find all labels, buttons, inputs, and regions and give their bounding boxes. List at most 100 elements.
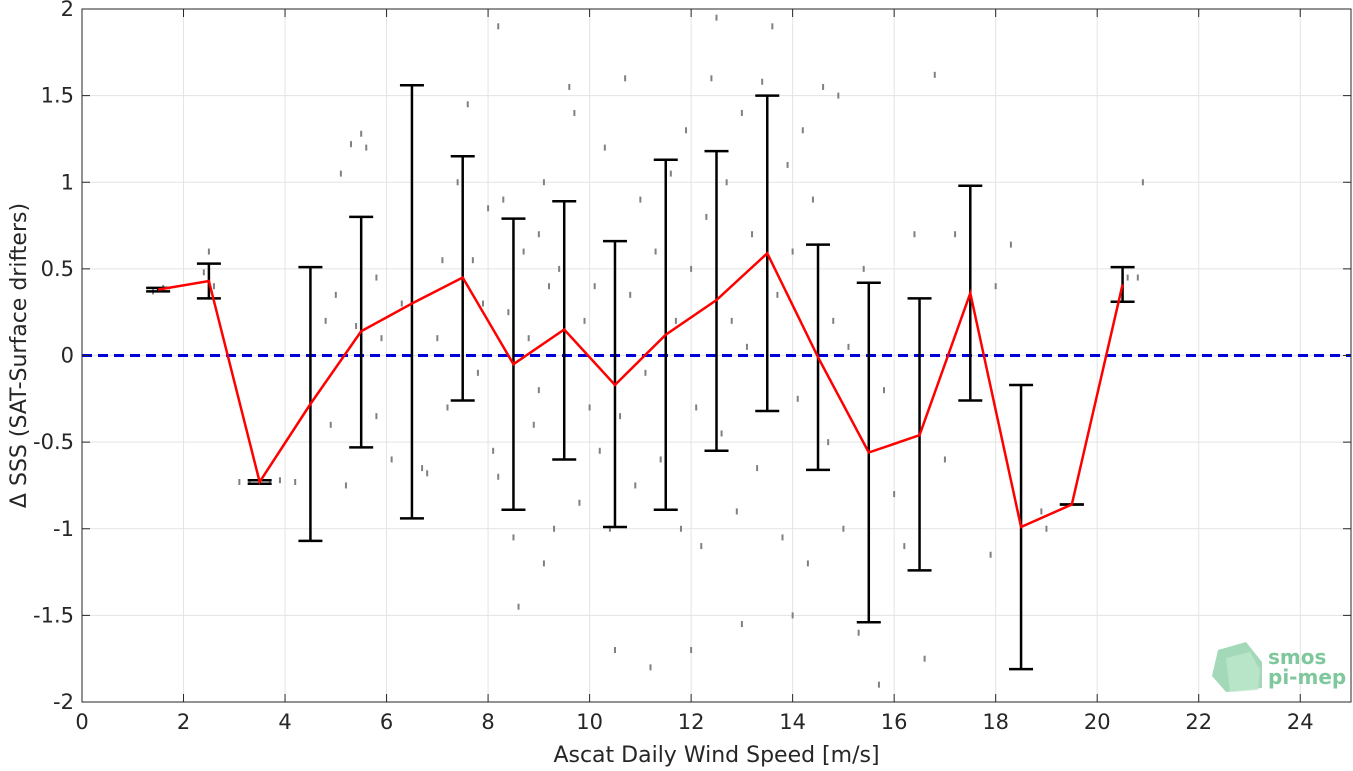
scatter-point	[603, 144, 606, 151]
scatter-point	[725, 179, 728, 186]
scatter-point	[492, 447, 495, 454]
logo-text-line2: pi-mep	[1268, 665, 1346, 689]
scatter-point	[375, 413, 378, 420]
scatter-point	[613, 647, 616, 654]
scatter-point	[517, 603, 520, 610]
scatter-point	[893, 491, 896, 498]
scatter-point	[796, 395, 799, 402]
scatter-point	[390, 456, 393, 463]
y-tick-label: 0	[61, 344, 74, 368]
scatter-point	[527, 335, 530, 342]
scatter-point	[923, 655, 926, 662]
scatter-point	[954, 231, 957, 238]
scatter-point	[598, 447, 601, 454]
scatter-point	[649, 664, 652, 671]
scatter-point	[740, 621, 743, 628]
x-tick-label: 4	[278, 710, 291, 734]
y-tick-label: 1.5	[41, 84, 74, 108]
scatter-point	[537, 387, 540, 394]
scatter-point	[674, 317, 677, 324]
scatter-point	[740, 109, 743, 116]
scatter-point	[1141, 179, 1144, 186]
y-axis-ticks: -2 -1.5 -1 -0.5 0 0.5 1 1.5 2	[33, 0, 1351, 714]
scatter-point	[375, 274, 378, 281]
scatter-point	[507, 309, 510, 316]
logo-text-line1: smos	[1268, 645, 1326, 669]
scatter-point	[436, 335, 439, 342]
scatter-point	[497, 473, 500, 480]
scatter-point	[781, 534, 784, 541]
scatter-point	[268, 478, 271, 485]
scatter-point	[487, 205, 490, 212]
scatter-point	[832, 317, 835, 324]
y-tick-label: -2	[53, 690, 74, 714]
scatter-point	[735, 508, 738, 515]
scatter-point	[933, 71, 936, 78]
scatter-point	[344, 482, 347, 489]
scatter-point	[278, 477, 281, 484]
x-tick-label: 20	[1084, 710, 1111, 734]
scatter-point	[654, 248, 657, 255]
scatter-point	[1126, 274, 1129, 281]
x-tick-label: 6	[380, 710, 393, 734]
scatter-point	[558, 265, 561, 272]
scatter-point	[690, 265, 693, 272]
x-axis-label: Ascat Daily Wind Speed [m/s]	[553, 743, 879, 768]
scatter-point	[776, 291, 779, 298]
error-bars	[146, 83, 1135, 671]
scatter-point	[502, 196, 505, 203]
scatter-point	[334, 291, 337, 298]
scatter-point	[857, 629, 860, 636]
scatter-point	[573, 109, 576, 116]
y-tick-label: 0.5	[41, 257, 74, 281]
scatter-point	[466, 101, 469, 108]
scatter-point	[202, 269, 205, 276]
scatter-point	[669, 170, 672, 177]
x-tick-label: 0	[75, 710, 88, 734]
scatter-point	[426, 470, 429, 477]
scatter-point	[791, 248, 794, 255]
scatter-point	[806, 560, 809, 567]
scatter-point	[751, 231, 754, 238]
scatter-point	[786, 161, 789, 168]
scatter-point	[629, 291, 632, 298]
scatter-point	[497, 23, 500, 30]
scatter-point	[522, 248, 525, 255]
scatter-point	[700, 543, 703, 550]
scatter-point	[862, 265, 865, 272]
scatter-point	[380, 335, 383, 342]
scatter-point	[532, 421, 535, 428]
y-tick-label: -0.5	[33, 430, 74, 454]
scatter-point	[1009, 241, 1012, 248]
scatter-point	[994, 283, 997, 290]
x-tick-label: 18	[982, 710, 1009, 734]
scatter-point	[512, 534, 515, 541]
scatter-point	[1040, 508, 1043, 515]
scatter-point	[456, 179, 459, 186]
scatter-point	[1045, 525, 1048, 532]
scatter-point	[339, 170, 342, 177]
scatter-point	[771, 23, 774, 30]
scatter-point	[690, 647, 693, 654]
scatter-point	[568, 83, 571, 90]
scatter-point	[547, 283, 550, 290]
x-tick-label: 22	[1185, 710, 1212, 734]
scatter-point	[619, 413, 622, 420]
scatter-point	[679, 525, 682, 532]
scatter-point	[355, 323, 358, 330]
y-tick-label: -1	[53, 517, 74, 541]
scatter-point	[578, 499, 581, 506]
scatter-point	[837, 92, 840, 99]
scatter-point	[883, 387, 886, 394]
scatter-point	[350, 141, 353, 148]
scatter-point	[695, 404, 698, 411]
scatter-point	[482, 300, 485, 307]
scatter-point	[400, 300, 403, 307]
scatter-point	[685, 127, 688, 134]
scatter-point	[715, 14, 718, 21]
scatter-point	[791, 612, 794, 619]
x-axis-ticks: 0 2 4 6 8 10 12 14 16 18 20 22 24	[75, 9, 1314, 734]
scatter-point	[421, 465, 424, 472]
scatter-point	[842, 525, 845, 532]
